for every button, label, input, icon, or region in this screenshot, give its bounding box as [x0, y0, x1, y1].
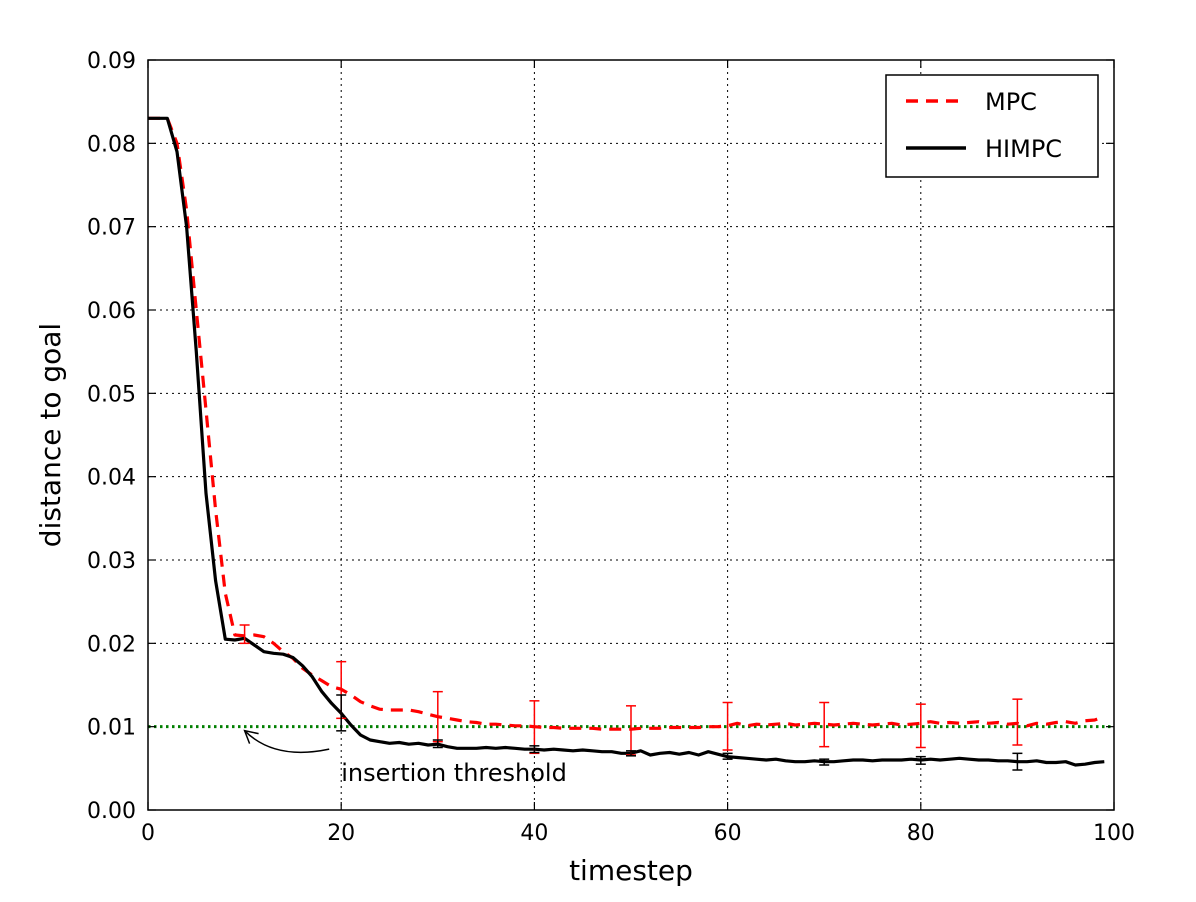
x-tick-label: 0	[141, 821, 155, 846]
error-bar-mpc	[239, 624, 250, 645]
legend-label-himpc: HIMPC	[985, 135, 1062, 163]
legend: MPC HIMPC	[885, 74, 1099, 178]
error-bar-mpc	[915, 703, 926, 749]
error-bar-himpc	[529, 745, 540, 754]
y-tick-label: 0.07	[87, 216, 136, 241]
series-line-himpc	[148, 116, 1105, 767]
y-tick-label: 0.04	[87, 466, 136, 491]
y-tick-label: 0.01	[87, 716, 136, 741]
error-bar-mpc	[529, 700, 540, 755]
error-bars	[239, 624, 1023, 771]
series-lines	[148, 116, 1105, 767]
x-tick-label: 20	[327, 821, 355, 846]
annotation-arrow	[244, 730, 330, 754]
error-bar-mpc	[819, 701, 830, 748]
plot-area-frame	[147, 59, 1115, 811]
error-bar-himpc	[722, 752, 733, 760]
y-tick-label: 0.00	[87, 799, 136, 824]
x-axis-label: timestep	[569, 854, 693, 887]
x-tick-label: 60	[714, 821, 742, 846]
error-bar-himpc	[336, 694, 347, 732]
error-bar-himpc	[819, 758, 830, 766]
y-tick-label: 0.08	[87, 132, 136, 157]
error-bar-himpc	[626, 750, 636, 757]
x-tick-label: 40	[520, 821, 548, 846]
error-bar-mpc	[1012, 698, 1023, 746]
y-tick-label: 0.05	[87, 382, 136, 407]
y-tick-label: 0.09	[87, 49, 136, 74]
series-line-mpc	[148, 116, 1105, 731]
annotation-label: insertion threshold	[341, 759, 567, 787]
axis-ticks: 0 20 40 60 80 100 0.00 0.01 0.02 0.03 0.04 0.05 0.06…	[87, 49, 1135, 846]
x-tick-label: 80	[907, 821, 935, 846]
legend-label-mpc: MPC	[985, 88, 1037, 116]
error-bar-himpc	[915, 755, 926, 765]
annotation: insertion threshold	[243, 729, 567, 787]
error-bar-himpc	[1012, 752, 1023, 771]
legend-box	[885, 74, 1099, 178]
y-tick-label: 0.02	[87, 632, 136, 657]
y-axis-label: distance to goal	[34, 323, 67, 547]
annotation-arrowhead	[243, 729, 259, 744]
error-bar-mpc	[722, 701, 733, 751]
y-tick-label: 0.06	[87, 299, 136, 324]
x-tick-label: 100	[1093, 821, 1135, 846]
error-bar-himpc	[432, 739, 443, 749]
y-tick-label: 0.03	[87, 549, 136, 574]
